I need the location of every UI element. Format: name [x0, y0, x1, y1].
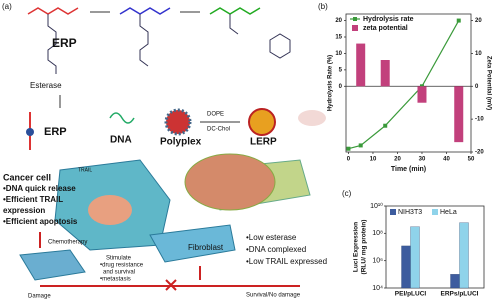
y2-tick-label: 10	[475, 51, 482, 57]
panel-label: (b)	[318, 2, 328, 11]
x-axis-label: Time (min)	[391, 166, 426, 173]
y-tick-label: 10¹⁰	[370, 202, 383, 210]
legend-swatch	[352, 25, 358, 31]
label: Polyplex	[160, 137, 202, 148]
bar	[380, 60, 390, 87]
y-tick-label: 10⁴	[372, 285, 383, 292]
label: Stimulate	[106, 256, 132, 262]
side-chain	[47, 14, 57, 74]
label: DNA	[110, 135, 132, 146]
y-axis-label: Luci Expression	[353, 222, 360, 272]
x-tick-label: 30	[419, 157, 426, 163]
label: •DNA complexed	[246, 245, 306, 254]
y-tick-label: 15	[335, 35, 342, 41]
polyplex-particle	[164, 108, 192, 136]
label: Cancer cell	[3, 172, 51, 182]
label: DOPE	[207, 112, 224, 118]
y2-tick-label: 20	[475, 18, 482, 24]
label: Survival/No damage	[246, 293, 301, 299]
y-axis-label: (RLU/ mg protein)	[361, 220, 368, 275]
lerp-particle	[248, 108, 276, 136]
x-tick-label: PEI/pLUCI	[395, 291, 427, 298]
label: •DNA quick release	[3, 184, 76, 193]
label: ERP	[52, 36, 77, 50]
y-tick-label: 10⁸	[372, 230, 383, 237]
legend-label: HeLa	[440, 209, 457, 216]
ring	[269, 33, 291, 59]
nucleus	[88, 195, 132, 225]
panel-label: (c)	[342, 189, 352, 198]
point	[346, 146, 351, 151]
y-tick-label: 20	[335, 18, 342, 24]
tumor	[184, 153, 276, 211]
legend-swatch	[390, 209, 396, 215]
label: •metastasis	[100, 277, 131, 283]
scheme-drawing	[19, 7, 326, 291]
plot-frame	[385, 205, 485, 289]
label: •Low TRAIL expressed	[246, 257, 327, 266]
x-tick-label: 0	[347, 157, 351, 163]
bar	[410, 226, 420, 289]
label: Fibroblast	[188, 243, 224, 252]
label: DC-Chol	[207, 127, 230, 133]
y-tick-label: 5	[339, 67, 343, 73]
point	[383, 123, 388, 128]
label: Chemotherapy	[48, 240, 87, 246]
dna-strand	[109, 112, 135, 124]
polymer-backbone	[209, 7, 261, 15]
label: •Efficient apoptosis	[3, 217, 78, 226]
polymer-backbone	[27, 7, 79, 15]
label: expression	[3, 206, 45, 215]
point	[456, 18, 461, 23]
legend-swatch	[432, 209, 438, 215]
label: •Efficient TRAIL	[3, 195, 63, 204]
cross	[165, 279, 177, 291]
y2-tick-label: -20	[475, 150, 484, 156]
plot-frame	[345, 13, 472, 153]
x-tick-label: 40	[443, 157, 450, 163]
label: TRAIL	[78, 167, 92, 173]
damaged-cell	[19, 249, 86, 281]
y-axis-label: Hydrolysis Rate (%)	[328, 55, 334, 111]
y-tick-label: 10	[335, 51, 342, 57]
label: •Low esterase	[246, 233, 297, 242]
label: LERP	[250, 137, 277, 148]
y2-axis-label: Zeta Potential (mV)	[485, 56, 491, 110]
label: and survival	[103, 270, 135, 276]
label: Damage	[28, 294, 51, 300]
panel-label: (a)	[2, 2, 12, 11]
legend-swatch	[353, 17, 357, 21]
mouse	[298, 110, 326, 126]
point	[358, 143, 363, 148]
x-tick-label: 10	[370, 157, 377, 163]
side-chain	[139, 14, 149, 67]
x-tick-label: 20	[394, 157, 401, 163]
x-tick-label: 50	[468, 157, 475, 163]
bar	[450, 274, 460, 289]
y2-tick-label: -10	[475, 117, 484, 123]
bar	[356, 43, 366, 87]
legend-label: Hydrolysis rate	[363, 16, 414, 23]
label: •drug resistance	[100, 263, 144, 269]
bar	[417, 86, 427, 103]
y-tick-label: 0	[339, 84, 343, 90]
side-chain	[229, 14, 239, 35]
x-tick-label: ERPs/pLUCI	[441, 291, 479, 298]
y-tick-label: 10⁶	[372, 258, 383, 265]
bar	[454, 86, 464, 143]
label: ERP	[44, 126, 67, 138]
fibroblast-shape	[149, 224, 236, 263]
bar	[459, 222, 469, 289]
legend-label: NIH3T3	[398, 209, 422, 216]
y2-tick-label: 0	[475, 84, 479, 90]
bar	[401, 245, 411, 289]
monomer	[26, 128, 34, 136]
legend-label: zeta potential	[363, 25, 408, 32]
label: Esterase	[30, 81, 62, 90]
polymer-backbone	[119, 7, 171, 15]
